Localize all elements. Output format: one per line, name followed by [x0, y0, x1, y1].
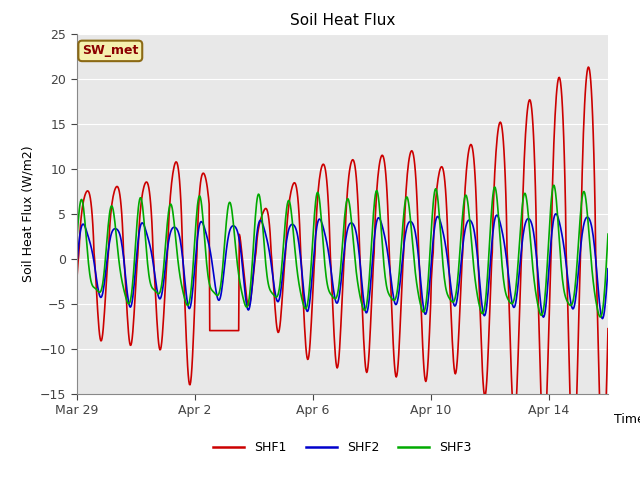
X-axis label: Time: Time — [614, 413, 640, 426]
SHF1 — [374, 175, 381, 180]
Line: SHF2: SHF2 — [77, 214, 608, 319]
SHF1 — [198, 173, 205, 179]
SHF2 — [598, 316, 606, 322]
Title: Soil Heat Flux: Soil Heat Flux — [290, 13, 395, 28]
Text: SW_met: SW_met — [82, 44, 138, 58]
SHF1 — [584, 64, 592, 70]
SHF2 — [73, 262, 81, 268]
SHF2 — [374, 216, 381, 221]
SHF1 — [570, 460, 577, 466]
SHF2 — [294, 237, 302, 243]
SHF3 — [604, 231, 612, 237]
Y-axis label: Soil Heat Flux (W/m2): Soil Heat Flux (W/m2) — [22, 145, 35, 282]
SHF3 — [550, 182, 557, 188]
SHF3 — [73, 238, 81, 243]
SHF1 — [294, 202, 302, 207]
SHF2 — [92, 272, 100, 277]
Line: SHF3: SHF3 — [77, 185, 608, 317]
SHF1 — [73, 277, 81, 283]
SHF3 — [198, 203, 205, 209]
SHF3 — [596, 314, 604, 320]
SHF2 — [604, 266, 612, 272]
SHF3 — [294, 277, 302, 283]
SHF1 — [92, 277, 100, 283]
SHF3 — [92, 286, 100, 292]
SHF2 — [266, 253, 274, 259]
SHF1 — [266, 230, 274, 236]
SHF3 — [266, 287, 274, 293]
SHF2 — [502, 251, 509, 256]
Line: SHF1: SHF1 — [77, 67, 608, 463]
Legend: SHF1, SHF2, SHF3: SHF1, SHF2, SHF3 — [208, 436, 477, 459]
SHF1 — [502, 191, 509, 197]
SHF3 — [502, 290, 509, 296]
SHF3 — [374, 191, 381, 196]
SHF1 — [604, 326, 612, 332]
SHF2 — [198, 219, 205, 225]
SHF2 — [552, 211, 559, 216]
